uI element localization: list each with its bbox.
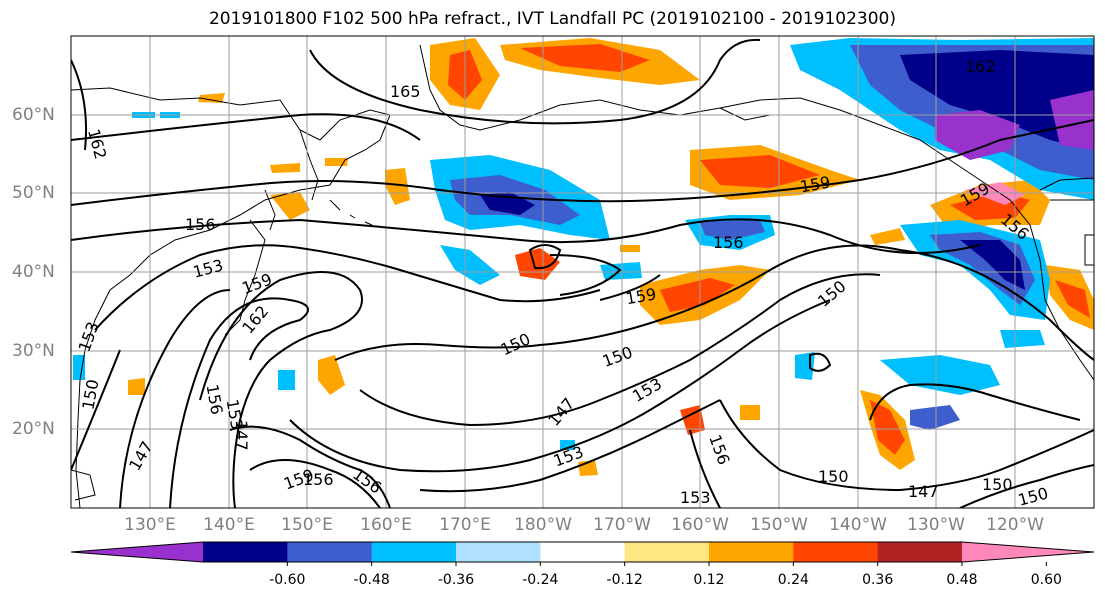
lon-label: 160°E: [360, 515, 412, 535]
colorbar: [70, 541, 1095, 566]
colorbar-tick-label: 0.12: [693, 572, 725, 588]
lon-label: 120°W: [986, 515, 1044, 535]
lat-label: 40°N: [12, 262, 55, 282]
colorbar-tick-label: 0.24: [777, 572, 809, 588]
colorbar-tick-label: 0.36: [862, 572, 894, 588]
lon-label: 160°W: [671, 515, 729, 535]
lat-label: 50°N: [12, 183, 55, 203]
lon-label: 180°W: [514, 515, 572, 535]
colorbar-bin: [203, 542, 288, 562]
lat-label: 20°N: [12, 419, 55, 439]
contour-labels: 165 162 162 162 159 159 159 159 159 156 …: [74, 57, 1050, 510]
colorbar-bin: [624, 542, 710, 562]
colorbar-bin: [877, 542, 963, 562]
contour-lines: [71, 38, 1094, 508]
lon-label: 130°W: [907, 515, 965, 535]
colorbar-tick-label: 0.48: [946, 572, 978, 588]
colorbar-tick-label: 0.60: [1030, 572, 1062, 588]
colorbar-tick-label: -0.48: [353, 572, 390, 588]
contour-label: 165: [390, 82, 421, 101]
colorbar-bin: [287, 542, 373, 562]
lon-label: 140°E: [203, 515, 255, 535]
colorbar-tick-label: -0.24: [522, 572, 559, 588]
colorbar-extend-low: [71, 542, 203, 562]
contour-label: 147: [232, 420, 251, 451]
contour-label: 156: [713, 233, 744, 252]
lat-label: 60°N: [12, 105, 55, 125]
colorbar-bin: [793, 542, 879, 562]
contour-label: 162: [965, 57, 996, 76]
map-area: [71, 36, 1094, 508]
contour-label: 150: [982, 475, 1013, 494]
lat-label: 30°N: [12, 341, 55, 361]
colorbar-extend-high: [962, 542, 1094, 562]
contour-label: 153: [680, 488, 711, 507]
colorbar-bin: [371, 542, 457, 562]
map-title: 2019101800 F102 500 hPa refract., IVT La…: [208, 9, 896, 29]
colorbar-bin: [456, 542, 541, 562]
lon-label: 150°W: [750, 515, 808, 535]
lon-label: 150°E: [281, 515, 333, 535]
positive-shading: [128, 38, 1094, 476]
contour-label: 147: [908, 482, 939, 501]
colorbar-outline: [70, 541, 1095, 563]
contour-label: 156: [185, 215, 216, 234]
lon-label: 140°W: [829, 515, 887, 535]
contour-label: 150: [818, 467, 849, 486]
colorbar-bin: [540, 542, 626, 562]
colorbar-bin: [709, 542, 794, 562]
negative-shading: [73, 38, 1094, 450]
contour-label: 156: [303, 470, 334, 489]
lon-label: 170°W: [593, 515, 651, 535]
lon-label: 130°E: [124, 515, 176, 535]
colorbar-tick-label: -0.12: [606, 572, 643, 588]
coastlines: [71, 44, 1094, 508]
colorbar-tick-label: -0.60: [269, 572, 306, 588]
colorbar-tick-label: -0.36: [437, 572, 475, 588]
gridlines: [71, 36, 1094, 508]
map-frame: [70, 35, 1095, 509]
lon-label: 170°E: [439, 515, 491, 535]
